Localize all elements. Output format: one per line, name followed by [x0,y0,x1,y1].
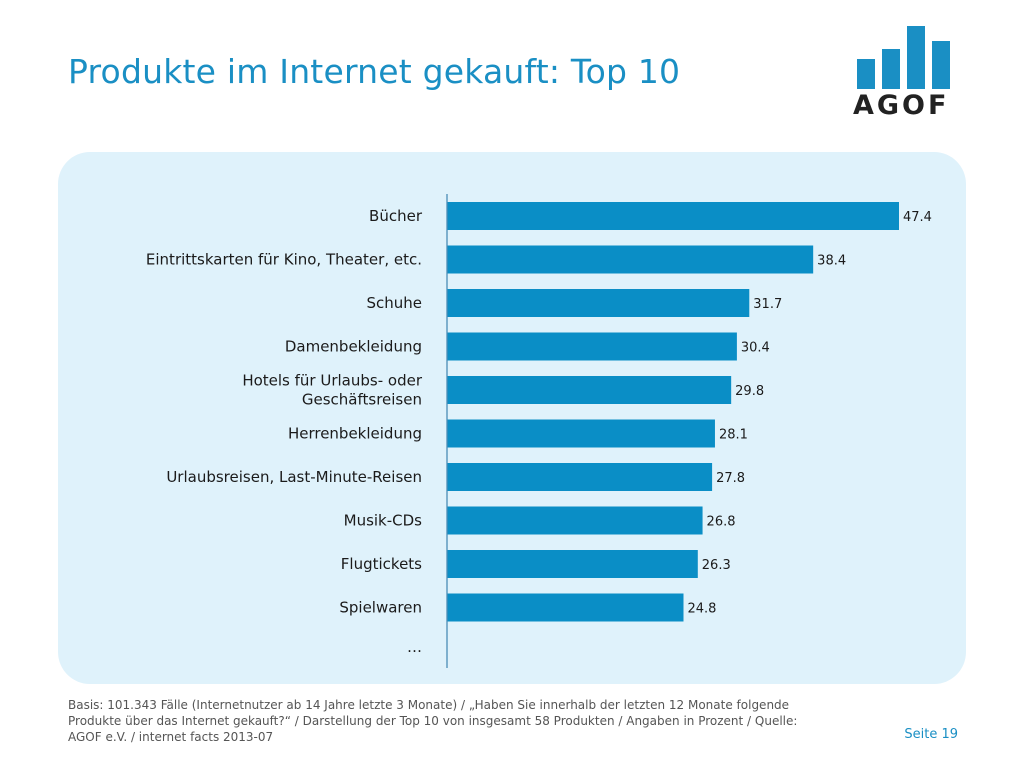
value-label: 47.4 [903,210,932,225]
category-label-line: Flugtickets [341,555,422,573]
category-label: Spielwaren [339,599,422,617]
category-label: Urlaubsreisen, Last-Minute-Reisen [166,468,422,486]
category-label: Hotels für Urlaubs- oder Geschäftsreisen [242,372,422,409]
bar [447,376,732,404]
value-label: 29.8 [735,384,764,399]
category-label-line: Damenbekleidung [285,338,422,356]
logo-text: AGOF [853,90,950,121]
slide-title: Produkte im Internet gekauft: Top 10 [68,52,681,91]
category-label: Schuhe [366,294,422,312]
value-label: 26.8 [707,515,736,530]
value-label: 30.4 [741,341,770,356]
category-label: Bücher [369,207,423,225]
value-label: 24.8 [687,602,716,617]
bar [447,332,737,361]
value-label: 27.8 [716,471,745,486]
bar [447,289,750,317]
bar-chart-logo-icon [857,26,950,89]
value-label: 26.3 [702,558,731,573]
category-label-line: Geschäftsreisen [302,391,422,409]
footnote: Basis: 101.343 Fälle (Internetnutzer ab … [68,698,798,744]
page-number: Seite 19 [904,727,958,742]
bar [447,593,684,622]
bar [447,506,703,535]
value-label: 38.4 [817,254,846,269]
category-label-line: Spielwaren [339,599,422,617]
category-label: Flugtickets [341,555,422,573]
bar [447,245,814,274]
category-label-line: Urlaubsreisen, Last-Minute-Reisen [166,468,422,486]
value-label: 28.1 [719,428,748,443]
category-label-line: Herrenbekleidung [288,425,422,443]
category-label: Damenbekleidung [285,338,422,356]
category-label-line: Schuhe [366,294,422,312]
category-label: Eintrittskarten für Kino, Theater, etc. [146,251,422,269]
value-label: 31.7 [753,297,782,312]
category-label-line: Musik-CDs [344,512,423,530]
category-label: Musik-CDs [344,512,423,530]
category-label-line: Eintrittskarten für Kino, Theater, etc. [146,251,422,269]
bar [447,463,713,491]
bar [447,419,715,448]
category-label: Herrenbekleidung [288,425,422,443]
bar [447,202,899,230]
bar [447,550,698,578]
trailing-ellipsis-label: … [407,638,422,656]
category-label-line: Hotels für Urlaubs- oder [242,372,422,390]
category-label-line: Bücher [369,207,423,225]
